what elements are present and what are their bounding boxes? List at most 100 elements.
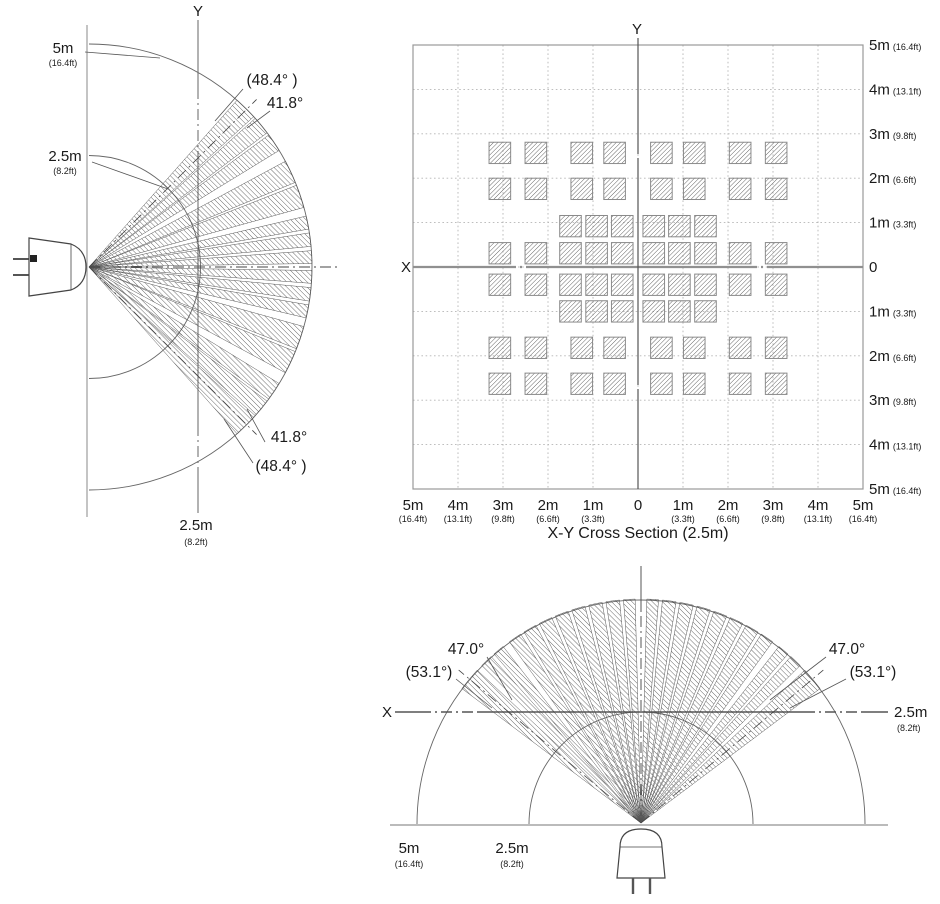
detection-beam-wedge xyxy=(523,624,642,824)
detection-beam-wedge xyxy=(640,617,744,824)
detection-beam-wedge xyxy=(538,617,642,824)
range-2-5m-ft-label: (8.2ft) xyxy=(500,859,524,869)
detection-zone-square xyxy=(694,242,717,265)
detection-beam-wedge xyxy=(554,610,642,824)
detection-zone-square xyxy=(610,214,634,238)
range-2-5m-label: 2.5m xyxy=(48,148,81,165)
grid-x-tick-ft-label: (13.1ft) xyxy=(444,514,473,524)
grid-title: X-Y Cross Section (2.5m) xyxy=(547,525,728,542)
detection-beam-wedge xyxy=(640,610,728,824)
xy-grid-panel: 5m(16.4ft)4m(13.1ft)3m(9.8ft)2m(6.6ft)1m… xyxy=(399,21,922,542)
detection-zone-square xyxy=(603,372,626,395)
plane-distance-label: 2.5m xyxy=(894,704,927,721)
x-fan-generated xyxy=(390,566,888,826)
grid-y-tick-label: 3m (9.8ft) xyxy=(869,126,916,143)
detection-beam-wedge xyxy=(640,633,774,824)
label-leader-line xyxy=(246,110,271,129)
detection-zone-square xyxy=(764,177,788,201)
grid-y-tick-label: 4m (13.1ft) xyxy=(869,81,921,98)
grid-x-tick-label: 2m xyxy=(718,497,739,514)
range-5m-label: 5m xyxy=(399,840,420,857)
grid-y-tick-label: 4m (13.1ft) xyxy=(869,437,921,454)
detection-beam-wedge xyxy=(88,232,312,268)
detection-beam-wedge xyxy=(88,184,305,268)
range-5m-label: 5m xyxy=(53,40,74,57)
detection-beam-wedge xyxy=(88,266,296,374)
detection-zone-square xyxy=(764,273,788,296)
range-5m-ft-label: (16.4ft) xyxy=(49,58,78,68)
range-2-5m-ft-label: (8.2ft) xyxy=(53,166,77,176)
detection-zone-square xyxy=(585,273,608,296)
detection-zone-square xyxy=(488,242,512,265)
detection-beam-wedge xyxy=(88,134,280,268)
grid-y-axis-label: Y xyxy=(632,21,642,38)
detection-beam-wedge xyxy=(640,599,677,824)
detection-beam-wedge xyxy=(461,669,642,824)
angle-nominal-bottom-label: 41.8° xyxy=(271,429,307,446)
detection-zone-square xyxy=(728,141,752,165)
label-leader-line xyxy=(246,408,266,443)
detection-beam-wedge xyxy=(588,602,642,824)
detection-zone-square xyxy=(728,273,752,296)
detection-zone-square xyxy=(610,300,634,323)
label-leader-line xyxy=(455,678,493,709)
detection-zone-square xyxy=(603,336,626,359)
detection-beam-wedge xyxy=(88,215,310,268)
detection-beam-wedge xyxy=(640,605,711,824)
grid-x-tick-ft-label: (3.3ft) xyxy=(581,514,605,524)
grid-x-tick-ft-label: (13.1ft) xyxy=(804,514,833,524)
grid-y-tick-label: 3m (9.8ft) xyxy=(869,392,916,409)
angle-max-right-label: (53.1°) xyxy=(850,664,897,681)
detection-zone-square xyxy=(668,273,691,296)
beam-center-dashdot xyxy=(640,669,824,824)
detection-zone-square xyxy=(559,242,582,265)
detection-zone-square xyxy=(682,177,706,201)
label-leader-line xyxy=(789,678,847,709)
detection-beam-wedge xyxy=(640,656,801,824)
detection-zone-square xyxy=(682,141,706,165)
grid-x-tick-ft-label: (3.3ft) xyxy=(671,514,695,524)
detection-zone-square xyxy=(524,372,548,395)
detection-beam-wedge xyxy=(640,624,759,824)
detection-beam-wedge xyxy=(623,598,642,824)
detection-beam-wedge xyxy=(88,266,313,284)
detection-zone-square xyxy=(585,242,608,265)
detection-beam-wedge xyxy=(640,598,659,824)
detection-zone-square xyxy=(488,273,512,296)
detection-zone-square xyxy=(488,141,512,165)
x-direction-fan-panel: X 2.5m (8.2ft) 47.0° (53.1°) 47.0° (53.1… xyxy=(382,566,927,894)
grid-y-tick-label: 2m (6.6ft) xyxy=(869,170,916,187)
detection-zone-square xyxy=(488,177,512,201)
detection-beam-wedge xyxy=(640,646,789,824)
grid-x-tick-ft-label: (16.4ft) xyxy=(399,514,428,524)
detection-beam-wedge xyxy=(640,669,821,824)
label-leader-line xyxy=(214,88,244,122)
detection-zone-square xyxy=(585,300,608,323)
detection-beam-wedge xyxy=(481,656,642,824)
angle-nominal-top-label: 41.8° xyxy=(267,95,303,112)
detection-zone-square xyxy=(642,300,666,323)
detection-zone-square xyxy=(650,372,673,395)
grid-y-tick-label: 0 xyxy=(869,259,877,276)
angle-nominal-right-label: 47.0° xyxy=(829,641,865,658)
detection-zone-square xyxy=(603,141,626,165)
y-axis-label: Y xyxy=(193,3,203,20)
label-leader-line xyxy=(223,418,254,464)
y-direction-fan-panel: Y 5m (16.4ft) 2.5m (8.2ft) (48.4° ) 41.8… xyxy=(13,3,337,547)
detection-beam-wedge xyxy=(571,605,642,824)
angle-max-left-label: (53.1°) xyxy=(406,664,453,681)
label-leader-line xyxy=(91,161,169,190)
beam-center-dashdot xyxy=(88,99,257,268)
grid-y-tick-label: 2m (6.6ft) xyxy=(869,348,916,365)
grid-x-tick-label: 0 xyxy=(634,497,642,514)
detection-zone-square xyxy=(682,372,706,395)
detection-beam-wedge xyxy=(493,646,642,824)
detection-zone-square xyxy=(728,177,752,201)
detection-zone-square xyxy=(524,273,548,296)
detection-zone-square xyxy=(642,242,666,265)
detection-zone-square xyxy=(559,214,582,238)
plane-distance-ft-label: (8.2ft) xyxy=(897,723,921,733)
grid-y-tick-label: 5m (16.4ft) xyxy=(869,481,921,498)
detection-zone-square xyxy=(694,300,717,323)
